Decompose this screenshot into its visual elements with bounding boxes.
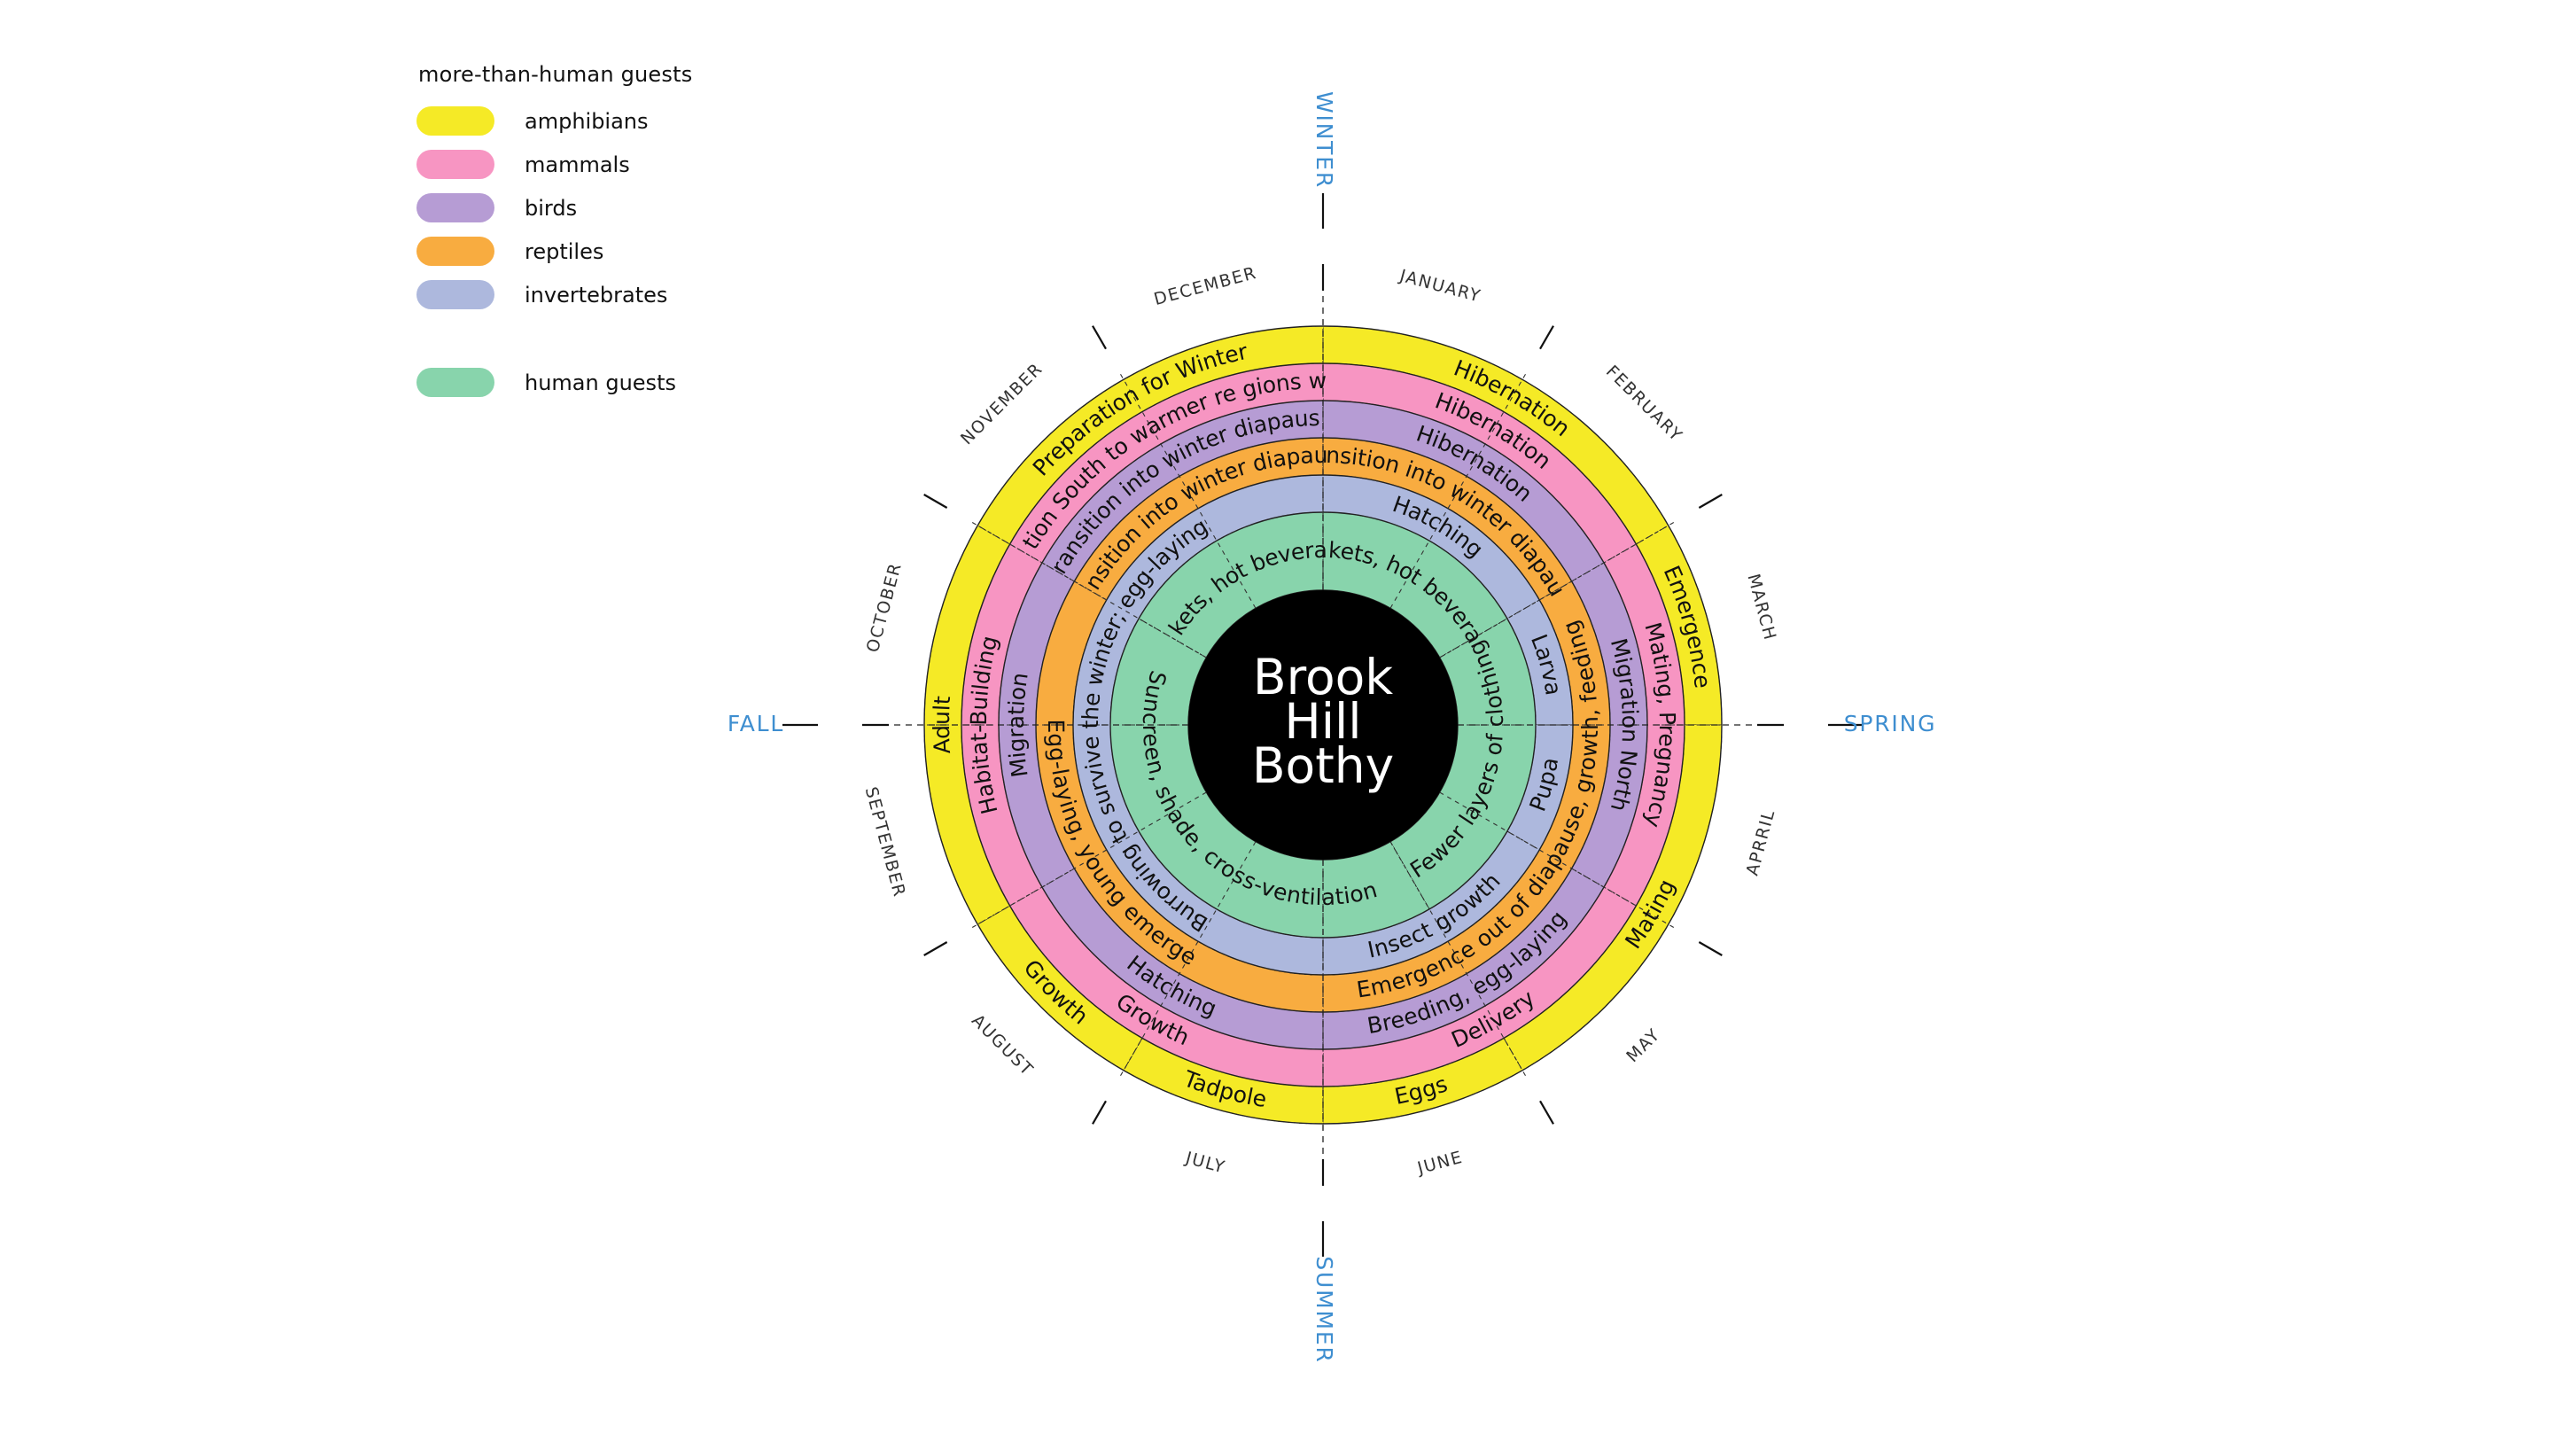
season-label-spring[interactable]: SPRING (1844, 711, 1937, 736)
month-label: MAY (1623, 1024, 1664, 1066)
legend-item-amphibians[interactable]: amphibians (413, 99, 874, 143)
legend-label-human-guests: human guests (525, 370, 676, 395)
month-tick (1698, 494, 1723, 509)
legend-item-reptiles[interactable]: reptiles (413, 230, 874, 273)
month-tick (1539, 1100, 1554, 1125)
month-label: DECEMBER (1152, 263, 1259, 309)
month-label: FEBRUARY (1602, 362, 1686, 446)
legend-item-mammals[interactable]: mammals (413, 143, 874, 186)
legend-item-invertebrates[interactable]: invertebrates (413, 273, 874, 316)
hub-circle (1188, 590, 1458, 860)
month-tick (1539, 325, 1554, 350)
legend-swatch-human-guests (416, 368, 494, 397)
season-label-winter[interactable]: WINTER (1311, 91, 1337, 189)
legend-item-birds[interactable]: birds (413, 186, 874, 230)
legend-label-birds: birds (525, 195, 578, 221)
month-divider (969, 520, 1207, 658)
month-label: OCTOBER (863, 560, 906, 654)
month-divider (1389, 841, 1528, 1079)
ring-outline (1109, 511, 1537, 939)
month-divider (1439, 791, 1677, 930)
month-label: AUGUST (968, 1011, 1037, 1080)
month-tick (923, 494, 948, 509)
month-tick (1092, 325, 1107, 350)
legend-swatch-mammals (416, 150, 494, 179)
month-tick (923, 941, 948, 956)
hub-title-line1: Brook (1253, 649, 1393, 705)
month-label: NOVEMBER (957, 359, 1047, 448)
hub-title-line3: Bothy (1252, 737, 1394, 794)
ring-segment[interactable] (1138, 511, 1324, 658)
legend-item-human-guests[interactable]: human guests (413, 361, 874, 404)
ring-segment-label: Migration (1003, 671, 1033, 779)
month-label: JULY (1183, 1148, 1228, 1177)
legend-label-invertebrates: invertebrates (525, 282, 668, 308)
radial-dividers (880, 282, 1766, 1168)
legend-label-amphibians: amphibians (525, 108, 649, 134)
month-tick (1092, 1100, 1107, 1125)
month-divider (1439, 520, 1677, 658)
ring-segment[interactable] (1322, 511, 1508, 658)
ring-outline (923, 325, 1723, 1125)
month-tick (1698, 941, 1723, 956)
month-label: MARCH (1743, 572, 1779, 643)
month-label: SEPTEMBER (861, 785, 909, 900)
month-label: APRRIL (1743, 807, 1779, 878)
month-divider (969, 791, 1207, 930)
month-divider (1118, 841, 1257, 1079)
month-divider (1389, 371, 1528, 609)
legend-swatch-reptiles (416, 237, 494, 266)
season-label-summer[interactable]: SUMMER (1311, 1256, 1337, 1363)
legend-label-mammals: mammals (525, 152, 630, 177)
month-label: JANUARY (1397, 266, 1483, 307)
ring-segment-label: Transition into winter diapause (0, 0, 1320, 578)
legend-swatch-invertebrates (416, 280, 494, 309)
ring-segment[interactable] (1389, 618, 1537, 910)
legend-title: more-than-human guests (418, 62, 693, 87)
month-label: JUNE (1414, 1148, 1465, 1179)
season-labels: WINTER SPRING SUMMER FALL (728, 91, 1937, 1364)
legend-swatch-birds (416, 193, 494, 222)
season-label-fall[interactable]: FALL (728, 711, 784, 736)
legend-panel: more-than-human guests amphibians mammal… (413, 62, 874, 404)
ring-outline (961, 362, 1685, 1087)
legend-label-reptiles: reptiles (525, 238, 604, 264)
hub-title-line2: Hill (1284, 693, 1361, 750)
month-divider (1118, 371, 1257, 609)
legend-swatch-amphibians (416, 106, 494, 136)
